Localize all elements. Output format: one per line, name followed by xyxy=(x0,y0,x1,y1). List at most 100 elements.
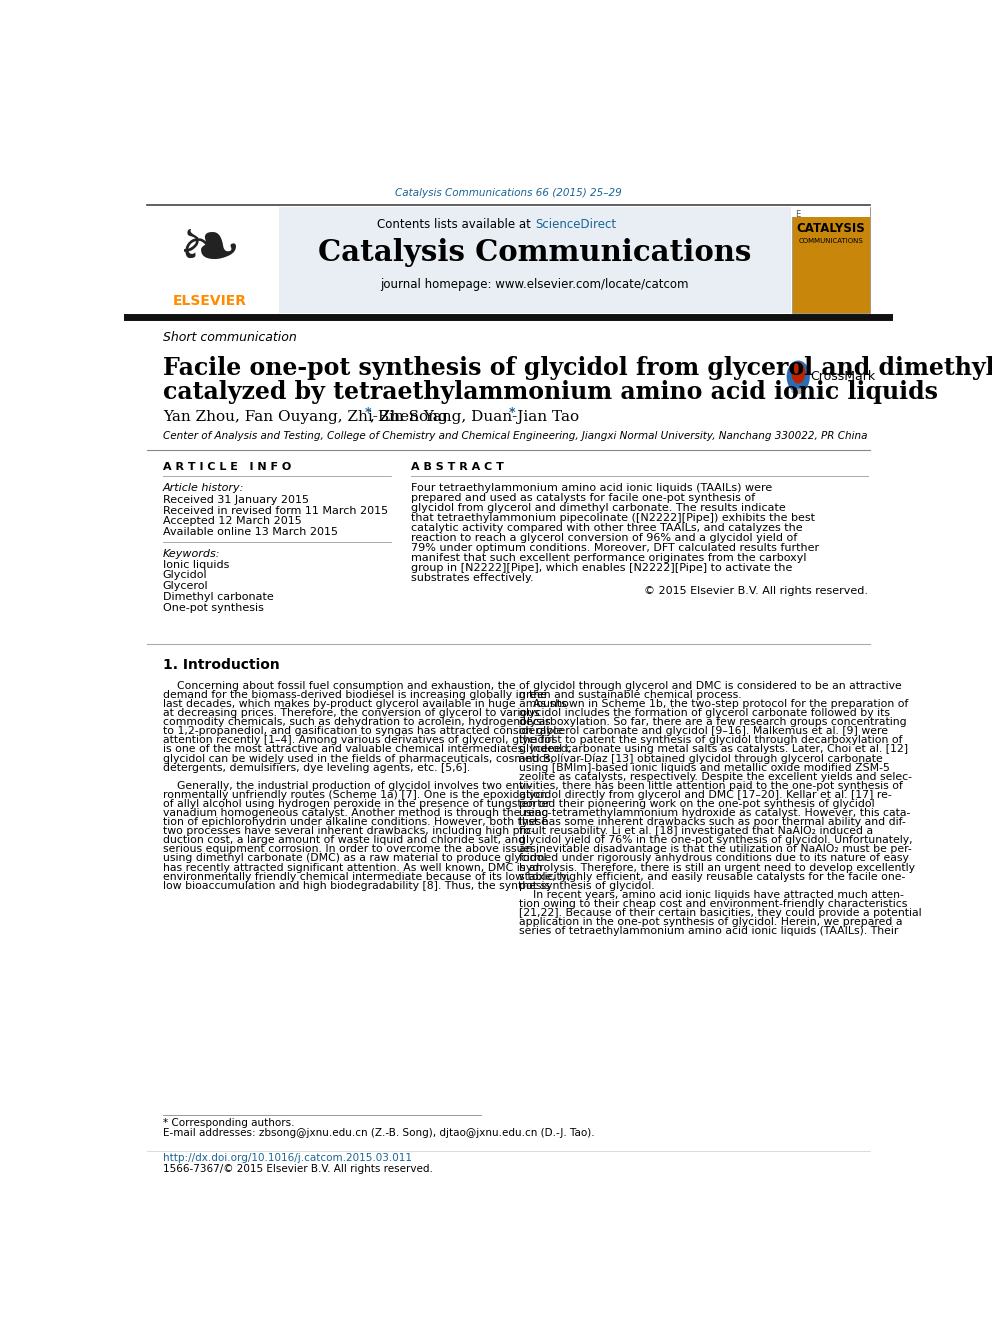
Text: duction cost, a large amount of waste liquid and chloride salt, and: duction cost, a large amount of waste li… xyxy=(163,835,525,845)
Text: Dimethyl carbonate: Dimethyl carbonate xyxy=(163,591,274,602)
FancyBboxPatch shape xyxy=(147,206,279,312)
Text: has recently attracted significant attention. As well known, DMC is an: has recently attracted significant atten… xyxy=(163,863,542,873)
Text: *: * xyxy=(365,406,372,419)
Text: One-pot synthesis: One-pot synthesis xyxy=(163,603,264,613)
Text: [21,22]. Because of their certain basicities, they could provide a potential: [21,22]. Because of their certain basici… xyxy=(519,908,922,918)
Text: vanadium homogeneous catalyst. Another method is through the reac-: vanadium homogeneous catalyst. Another m… xyxy=(163,808,552,818)
Text: ronmentally unfriendly routes (Scheme 1a) [7]. One is the epoxidation: ronmentally unfriendly routes (Scheme 1a… xyxy=(163,790,547,800)
Text: using dimethyl carbonate (DMC) as a raw material to produce glycidol: using dimethyl carbonate (DMC) as a raw … xyxy=(163,853,547,864)
Text: Ionic liquids: Ionic liquids xyxy=(163,560,229,569)
Text: Accepted 12 March 2015: Accepted 12 March 2015 xyxy=(163,516,302,527)
Text: stable, highly efficient, and easily reusable catalysts for the facile one-: stable, highly efficient, and easily reu… xyxy=(519,872,906,881)
Text: Received in revised form 11 March 2015: Received in revised form 11 March 2015 xyxy=(163,505,388,516)
Text: substrates effectively.: substrates effectively. xyxy=(411,573,534,583)
Text: glycidol can be widely used in the fields of pharmaceuticals, cosmetics,: glycidol can be widely used in the field… xyxy=(163,754,554,763)
Text: catalyzed by tetraethylammonium amino acid ionic liquids: catalyzed by tetraethylammonium amino ac… xyxy=(163,380,937,404)
Text: pot synthesis of glycidol.: pot synthesis of glycidol. xyxy=(519,881,655,890)
Text: Catalysis Communications 66 (2015) 25–29: Catalysis Communications 66 (2015) 25–29 xyxy=(395,188,622,198)
Text: Glycerol: Glycerol xyxy=(163,581,208,591)
Text: A B S T R A C T: A B S T R A C T xyxy=(411,462,504,472)
Text: tion owing to their cheap cost and environment-friendly characteristics: tion owing to their cheap cost and envir… xyxy=(519,898,908,909)
Text: low bioaccumulation and high biodegradability [8]. Thus, the synthesis: low bioaccumulation and high biodegradab… xyxy=(163,881,550,890)
Text: and Bolívar-Díaz [13] obtained glycidol through glycerol carbonate: and Bolívar-Díaz [13] obtained glycidol … xyxy=(519,754,883,763)
Text: commodity chemicals, such as dehydration to acrolein, hydrogenolysis: commodity chemicals, such as dehydration… xyxy=(163,717,551,728)
Text: the first to patent the synthesis of glycidol through decarboxylation of: the first to patent the synthesis of gly… xyxy=(519,736,903,745)
Text: ❧: ❧ xyxy=(178,214,241,288)
Text: glycidol includes the formation of glycerol carbonate followed by its: glycidol includes the formation of glyce… xyxy=(519,708,890,718)
Text: As shown in Scheme 1b, the two-step protocol for the preparation of: As shown in Scheme 1b, the two-step prot… xyxy=(519,699,909,709)
Text: serious equipment corrosion. In order to overcome the above issues,: serious equipment corrosion. In order to… xyxy=(163,844,539,855)
Text: catalytic activity compared with other three TAAILs, and catalyzes the: catalytic activity compared with other t… xyxy=(411,524,803,533)
Text: lyst has some inherent drawbacks such as poor thermal ability and dif-: lyst has some inherent drawbacks such as… xyxy=(519,818,906,827)
FancyBboxPatch shape xyxy=(792,206,870,312)
Text: using [BMIm]-based ionic liquids and metallic oxide modified ZSM-5: using [BMIm]-based ionic liquids and met… xyxy=(519,762,890,773)
Text: of glycidol through glycerol and DMC is considered to be an attractive: of glycidol through glycerol and DMC is … xyxy=(519,681,902,691)
Text: series of tetraethylammonium amino acid ionic liquids (TAAILs). Their: series of tetraethylammonium amino acid … xyxy=(519,926,899,937)
Text: hydrolysis. Therefore, there is still an urgent need to develop excellently: hydrolysis. Therefore, there is still an… xyxy=(519,863,916,873)
Text: Available online 13 March 2015: Available online 13 March 2015 xyxy=(163,527,337,537)
Text: detergents, demulsifiers, dye leveling agents, etc. [5,6].: detergents, demulsifiers, dye leveling a… xyxy=(163,762,470,773)
Text: 1. Introduction: 1. Introduction xyxy=(163,659,280,672)
Text: 1566-7367/© 2015 Elsevier B.V. All rights reserved.: 1566-7367/© 2015 Elsevier B.V. All right… xyxy=(163,1164,433,1174)
Text: Four tetraethylammonium amino acid ionic liquids (TAAILs) were: Four tetraethylammonium amino acid ionic… xyxy=(411,483,772,493)
Text: attention recently [1–4]. Among various derivatives of glycerol, glycidol: attention recently [1–4]. Among various … xyxy=(163,736,554,745)
Text: glycerol carbonate using metal salts as catalysts. Later, Choi et al. [12]: glycerol carbonate using metal salts as … xyxy=(519,745,909,754)
Text: prepared and used as catalysts for facile one-pot synthesis of: prepared and used as catalysts for facil… xyxy=(411,493,755,503)
Text: zeolite as catalysts, respectively. Despite the excellent yields and selec-: zeolite as catalysts, respectively. Desp… xyxy=(519,771,913,782)
Text: Short communication: Short communication xyxy=(163,331,297,344)
Text: A R T I C L E   I N F O: A R T I C L E I N F O xyxy=(163,462,291,472)
Text: E: E xyxy=(796,210,801,220)
Text: to 1,2-propanediol, and gasification to syngas has attracted considerable: to 1,2-propanediol, and gasification to … xyxy=(163,726,562,737)
Text: reaction to reach a glycerol conversion of 96% and a glycidol yield of: reaction to reach a glycerol conversion … xyxy=(411,533,797,544)
Ellipse shape xyxy=(792,389,806,394)
Text: ficult reusability. Li et al. [18] investigated that NaAlO₂ induced a: ficult reusability. Li et al. [18] inves… xyxy=(519,826,873,836)
Text: Generally, the industrial production of glycidol involves two envi-: Generally, the industrial production of … xyxy=(163,781,532,791)
Text: environmentally friendly chemical intermediate because of its low toxicity,: environmentally friendly chemical interm… xyxy=(163,872,570,881)
Text: journal homepage: www.elsevier.com/locate/catcom: journal homepage: www.elsevier.com/locat… xyxy=(381,278,689,291)
Text: formed under rigorously anhydrous conditions due to its nature of easy: formed under rigorously anhydrous condit… xyxy=(519,853,909,864)
Text: Keywords:: Keywords: xyxy=(163,549,220,558)
Text: of allyl alcohol using hydrogen peroxide in the presence of tungsten or: of allyl alcohol using hydrogen peroxide… xyxy=(163,799,550,808)
Text: Center of Analysis and Testing, College of Chemistry and Chemical Engineering, J: Center of Analysis and Testing, College … xyxy=(163,431,867,441)
Text: application in the one-pot synthesis of glycidol. Herein, we prepared a: application in the one-pot synthesis of … xyxy=(519,917,903,927)
Text: tivities, there has been little attention paid to the one-pot synthesis of: tivities, there has been little attentio… xyxy=(519,781,903,791)
Text: http://dx.doi.org/10.1016/j.catcom.2015.03.011: http://dx.doi.org/10.1016/j.catcom.2015.… xyxy=(163,1154,412,1163)
Text: green and sustainable chemical process.: green and sustainable chemical process. xyxy=(519,689,742,700)
Text: at decreasing prices. Therefore, the conversion of glycerol to various: at decreasing prices. Therefore, the con… xyxy=(163,708,540,718)
Text: ported their pioneering work on the one-pot synthesis of glycidol: ported their pioneering work on the one-… xyxy=(519,799,875,808)
Ellipse shape xyxy=(787,360,809,393)
FancyBboxPatch shape xyxy=(792,206,870,217)
Text: , Zhen Yang, Duan-Jian Tao: , Zhen Yang, Duan-Jian Tao xyxy=(370,410,584,423)
Text: CrossMark: CrossMark xyxy=(810,370,876,384)
Text: manifest that such excellent performance originates from the carboxyl: manifest that such excellent performance… xyxy=(411,553,806,564)
Text: Concerning about fossil fuel consumption and exhaustion, the: Concerning about fossil fuel consumption… xyxy=(163,681,516,691)
Text: using tetramethylammonium hydroxide as catalyst. However, this cata-: using tetramethylammonium hydroxide as c… xyxy=(519,808,911,818)
Text: Facile one-pot synthesis of glycidol from glycerol and dimethyl carbonate: Facile one-pot synthesis of glycidol fro… xyxy=(163,356,992,380)
Text: ScienceDirect: ScienceDirect xyxy=(535,218,616,230)
Text: glycidol directly from glycerol and DMC [17–20]. Kellar et al. [17] re-: glycidol directly from glycerol and DMC … xyxy=(519,790,892,800)
Text: © 2015 Elsevier B.V. All rights reserved.: © 2015 Elsevier B.V. All rights reserved… xyxy=(644,586,868,597)
Text: In recent years, amino acid ionic liquids have attracted much atten-: In recent years, amino acid ionic liquid… xyxy=(519,890,904,900)
Text: 79% under optimum conditions. Moreover, DFT calculated results further: 79% under optimum conditions. Moreover, … xyxy=(411,544,818,553)
Text: two processes have several inherent drawbacks, including high pro-: two processes have several inherent draw… xyxy=(163,826,535,836)
Text: Yan Zhou, Fan Ouyang, Zhi-Bin Song: Yan Zhou, Fan Ouyang, Zhi-Bin Song xyxy=(163,410,452,423)
Text: Article history:: Article history: xyxy=(163,483,244,493)
Text: group in [N2222][Pipe], which enables [N2222][Pipe] to activate the: group in [N2222][Pipe], which enables [N… xyxy=(411,564,793,573)
Text: Contents lists available at: Contents lists available at xyxy=(377,218,535,230)
Text: tion of epichlorohydrin under alkaline conditions. However, both these: tion of epichlorohydrin under alkaline c… xyxy=(163,818,548,827)
Text: Catalysis Communications: Catalysis Communications xyxy=(318,238,751,267)
Text: on glycerol carbonate and glycidol [9–16]. Malkemus et al. [9] were: on glycerol carbonate and glycidol [9–16… xyxy=(519,726,888,737)
Text: CATALYSIS: CATALYSIS xyxy=(797,221,865,234)
FancyBboxPatch shape xyxy=(279,206,791,312)
Ellipse shape xyxy=(792,363,806,384)
Text: glycidol from glycerol and dimethyl carbonate. The results indicate: glycidol from glycerol and dimethyl carb… xyxy=(411,503,786,513)
Text: * Corresponding authors.: * Corresponding authors. xyxy=(163,1118,295,1127)
Text: Received 31 January 2015: Received 31 January 2015 xyxy=(163,495,309,505)
Text: E-mail addresses: zbsong@jxnu.edu.cn (Z.-B. Song), djtao@jxnu.edu.cn (D.-J. Tao): E-mail addresses: zbsong@jxnu.edu.cn (Z.… xyxy=(163,1127,594,1138)
Text: demand for the biomass-derived biodiesel is increasing globally in the: demand for the biomass-derived biodiesel… xyxy=(163,689,547,700)
Text: is one of the most attractive and valuable chemical intermediates. Indeed,: is one of the most attractive and valuab… xyxy=(163,745,571,754)
Text: glycidol yield of 76% in the one-pot synthesis of glycidol. Unfortunately,: glycidol yield of 76% in the one-pot syn… xyxy=(519,835,913,845)
Text: Glycidol: Glycidol xyxy=(163,570,207,581)
Text: COMMUNICATIONS: COMMUNICATIONS xyxy=(799,238,863,245)
Text: an inevitable disadvantage is that the utilization of NaAlO₂ must be per-: an inevitable disadvantage is that the u… xyxy=(519,844,912,855)
